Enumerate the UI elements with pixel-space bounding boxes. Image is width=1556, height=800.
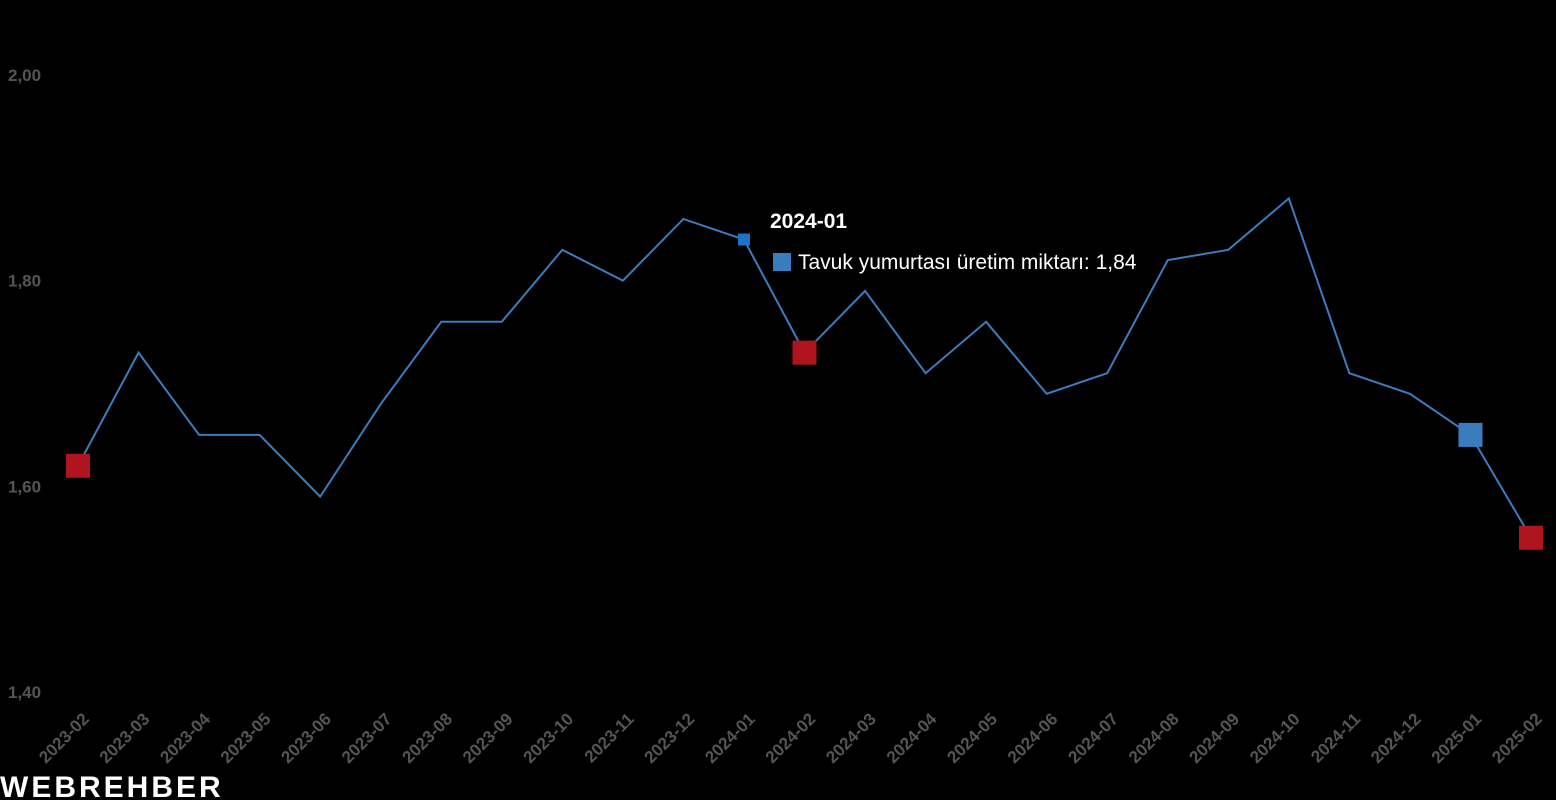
- x-tick-label: 2024-06: [1004, 709, 1062, 767]
- x-tick-label: 2024-04: [883, 709, 941, 767]
- marker: [66, 453, 90, 478]
- x-tick-label: 2024-10: [1246, 709, 1304, 767]
- x-tick-label: 2024-11: [1307, 709, 1364, 766]
- x-tick-label: 2023-07: [338, 709, 396, 767]
- x-tick-label: 2023-09: [459, 709, 517, 767]
- y-tick-label: 1,80: [8, 272, 41, 291]
- x-tick-label: 2023-06: [277, 709, 335, 767]
- x-tick-label: 2024-02: [762, 709, 820, 767]
- marker: [1458, 422, 1483, 447]
- x-tick-label: 2023-05: [217, 709, 275, 767]
- tooltip-swatch: [773, 253, 791, 271]
- x-tick-label: 2025-02: [1488, 709, 1546, 767]
- x-tick-label: 2024-09: [1186, 709, 1244, 767]
- marker: [737, 233, 750, 246]
- x-tick-label: 2023-11: [581, 709, 638, 766]
- x-tick-label: 2024-01: [701, 709, 759, 767]
- x-tick-label: 2024-05: [943, 709, 1001, 767]
- y-tick-label: 1,40: [8, 683, 41, 702]
- x-tick-label: 2023-10: [520, 709, 578, 767]
- tooltip-text: Tavuk yumurtası üretim miktarı: 1,84: [798, 251, 1137, 274]
- marker: [792, 340, 817, 365]
- x-tick-label: 2023-04: [156, 709, 214, 767]
- line: [77, 196, 1532, 539]
- marker: [1519, 525, 1543, 550]
- x-tick-label: 2023-03: [96, 709, 154, 767]
- y-tick-label: 1,60: [8, 477, 41, 496]
- logo: WEBREHBER: [0, 771, 224, 800]
- x-tick-label: 2024-07: [1064, 709, 1122, 767]
- x-tick-label: 2024-08: [1125, 709, 1183, 767]
- x-tick-label: 2025-01: [1428, 709, 1486, 767]
- x-tick-label: 2023-02: [35, 709, 93, 767]
- x-tick-label: 2023-12: [641, 709, 699, 767]
- x-tick-label: 2024-03: [822, 709, 880, 767]
- y-tick-label: 2,00: [8, 66, 41, 85]
- x-tick-label: 2023-08: [399, 709, 457, 767]
- tooltip-title: 2024-01: [770, 210, 847, 233]
- x-tick-label: 2024-12: [1367, 709, 1425, 767]
